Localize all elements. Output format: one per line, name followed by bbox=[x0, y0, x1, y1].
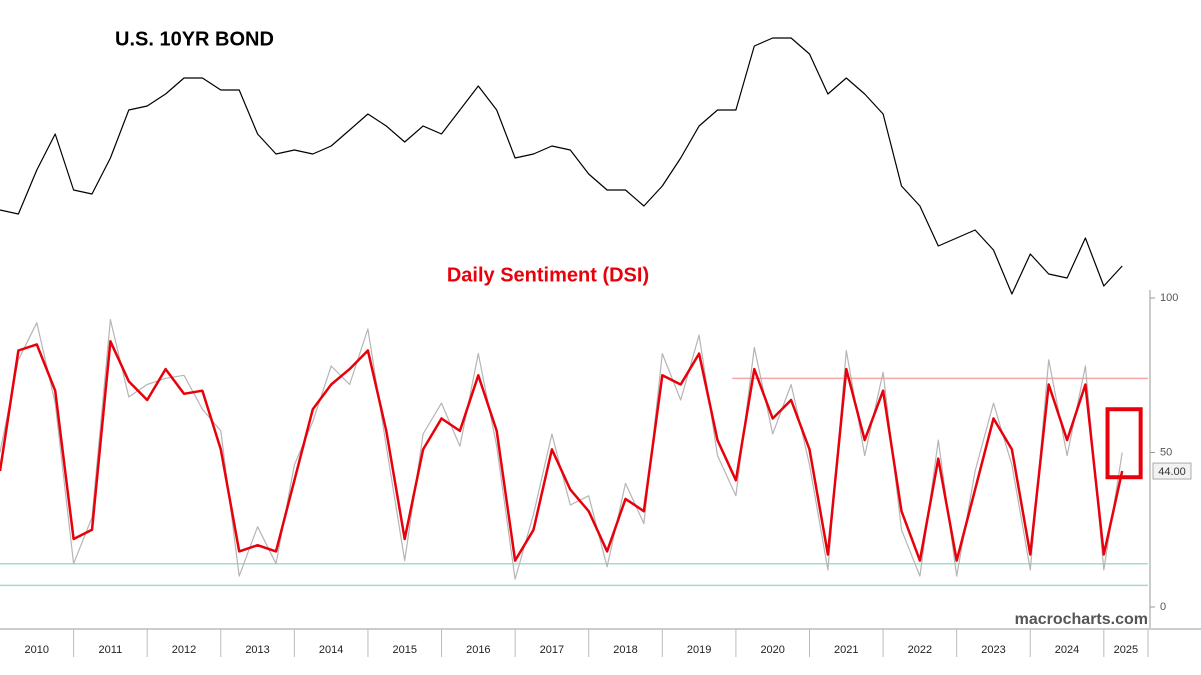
x-tick-label: 2012 bbox=[172, 644, 196, 656]
value-tag bbox=[1152, 462, 1192, 480]
x-tick-label: 2015 bbox=[393, 644, 417, 656]
x-tick-label: 2019 bbox=[687, 644, 711, 656]
x-tick-label: 2014 bbox=[319, 644, 343, 656]
data-line bbox=[0, 340, 1124, 562]
value-label: 44.00 bbox=[1158, 466, 1186, 478]
x-tick-label: 2011 bbox=[99, 644, 123, 656]
highlight-box bbox=[1105, 407, 1143, 480]
x-tick-label: 2017 bbox=[540, 644, 564, 656]
x-tick-label: 2020 bbox=[760, 644, 784, 656]
data-line bbox=[0, 37, 1123, 295]
y-tick-label: 0 bbox=[1160, 601, 1166, 613]
x-tick-label: 2022 bbox=[908, 644, 932, 656]
bond-title: U.S. 10YR BOND bbox=[115, 28, 274, 50]
y-tick-label: 50 bbox=[1160, 446, 1172, 458]
x-tick-label: 2024 bbox=[1055, 644, 1079, 656]
x-tick-label: 2023 bbox=[981, 644, 1005, 656]
x-tick-label: 2018 bbox=[613, 644, 637, 656]
watermark: macrocharts.com bbox=[1015, 611, 1148, 628]
x-tick-label: 2010 bbox=[25, 644, 49, 656]
y-tick-label: 100 bbox=[1160, 292, 1178, 304]
x-tick-label: 2025 bbox=[1114, 644, 1138, 656]
x-tick-label: 2016 bbox=[466, 644, 490, 656]
dsi-title: Daily Sentiment (DSI) bbox=[447, 264, 649, 286]
x-tick-label: 2013 bbox=[245, 644, 269, 656]
x-tick-label: 2021 bbox=[834, 644, 858, 656]
